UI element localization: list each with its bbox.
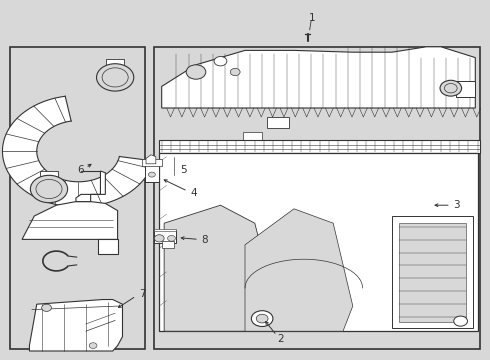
Circle shape xyxy=(148,172,155,177)
Text: 3: 3 xyxy=(453,200,460,210)
Circle shape xyxy=(97,64,134,91)
Circle shape xyxy=(186,65,206,79)
Text: 2: 2 xyxy=(277,334,284,345)
Circle shape xyxy=(454,316,467,326)
Circle shape xyxy=(102,68,128,87)
Circle shape xyxy=(256,314,268,323)
Bar xyxy=(162,241,174,248)
Circle shape xyxy=(154,235,164,242)
Polygon shape xyxy=(22,202,118,239)
Polygon shape xyxy=(164,205,270,331)
Circle shape xyxy=(214,57,227,66)
Circle shape xyxy=(89,343,97,348)
Text: 5: 5 xyxy=(180,165,187,175)
Text: 8: 8 xyxy=(201,235,208,246)
Polygon shape xyxy=(2,96,153,207)
Bar xyxy=(145,164,159,182)
Polygon shape xyxy=(98,239,118,254)
Bar xyxy=(106,59,124,66)
Polygon shape xyxy=(76,171,105,202)
Bar xyxy=(267,117,289,128)
Circle shape xyxy=(251,311,273,327)
Bar xyxy=(159,153,478,331)
Circle shape xyxy=(440,80,462,96)
Bar xyxy=(40,171,58,177)
Bar xyxy=(456,81,475,97)
Polygon shape xyxy=(154,229,176,231)
Text: 7: 7 xyxy=(139,289,146,299)
Bar xyxy=(154,230,176,243)
Bar xyxy=(399,223,466,322)
Bar xyxy=(243,132,262,142)
Bar xyxy=(392,216,473,328)
Polygon shape xyxy=(245,209,353,331)
Polygon shape xyxy=(146,155,156,164)
Bar xyxy=(142,159,162,166)
Text: 1: 1 xyxy=(309,13,316,23)
Circle shape xyxy=(42,304,51,311)
Circle shape xyxy=(230,68,240,76)
Bar xyxy=(10,47,145,349)
Polygon shape xyxy=(162,47,475,108)
Circle shape xyxy=(168,235,175,241)
Circle shape xyxy=(30,175,68,203)
Text: 4: 4 xyxy=(190,188,197,198)
Bar xyxy=(154,47,480,349)
Bar xyxy=(159,140,480,153)
Circle shape xyxy=(36,179,62,199)
Circle shape xyxy=(444,84,457,93)
Text: 6: 6 xyxy=(77,165,84,175)
Polygon shape xyxy=(29,300,122,351)
